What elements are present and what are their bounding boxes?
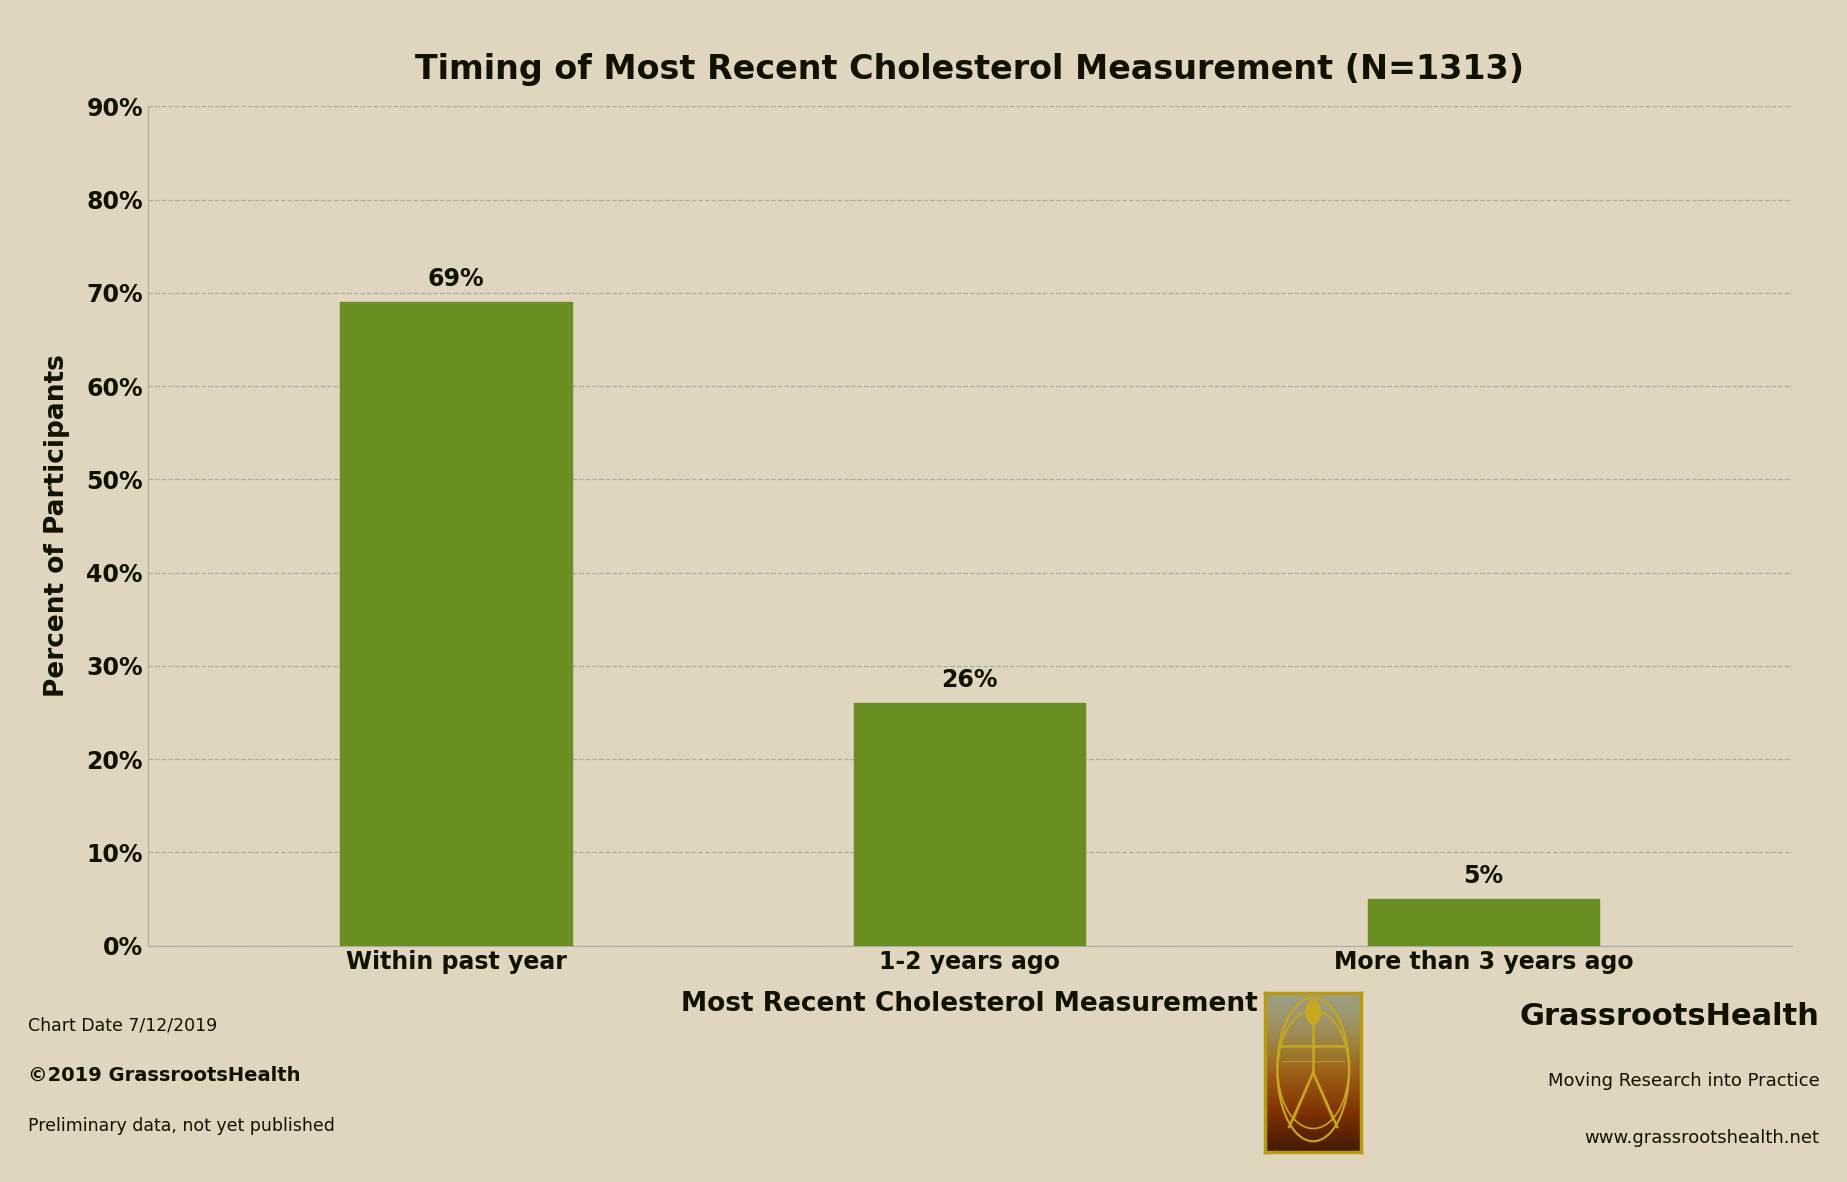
Y-axis label: Percent of Participants: Percent of Participants: [44, 355, 70, 697]
Text: 26%: 26%: [942, 668, 997, 691]
Text: Chart Date 7/12/2019: Chart Date 7/12/2019: [28, 1017, 216, 1034]
Circle shape: [1306, 1000, 1321, 1024]
Text: GrassrootsHealth: GrassrootsHealth: [1520, 1001, 1819, 1031]
Text: Moving Research into Practice: Moving Research into Practice: [1548, 1072, 1819, 1090]
Bar: [1369, 900, 1600, 946]
Text: 5%: 5%: [1463, 864, 1503, 888]
Title: Timing of Most Recent Cholesterol Measurement (N=1313): Timing of Most Recent Cholesterol Measur…: [416, 53, 1524, 85]
Text: 69%: 69%: [429, 267, 484, 291]
X-axis label: Most Recent Cholesterol Measurement: Most Recent Cholesterol Measurement: [682, 992, 1258, 1018]
Text: ©2019 GrassrootsHealth: ©2019 GrassrootsHealth: [28, 1066, 301, 1085]
Text: www.grassrootshealth.net: www.grassrootshealth.net: [1585, 1129, 1819, 1147]
Bar: [853, 703, 1086, 946]
Bar: [340, 303, 571, 946]
Text: Preliminary data, not yet published: Preliminary data, not yet published: [28, 1117, 334, 1135]
